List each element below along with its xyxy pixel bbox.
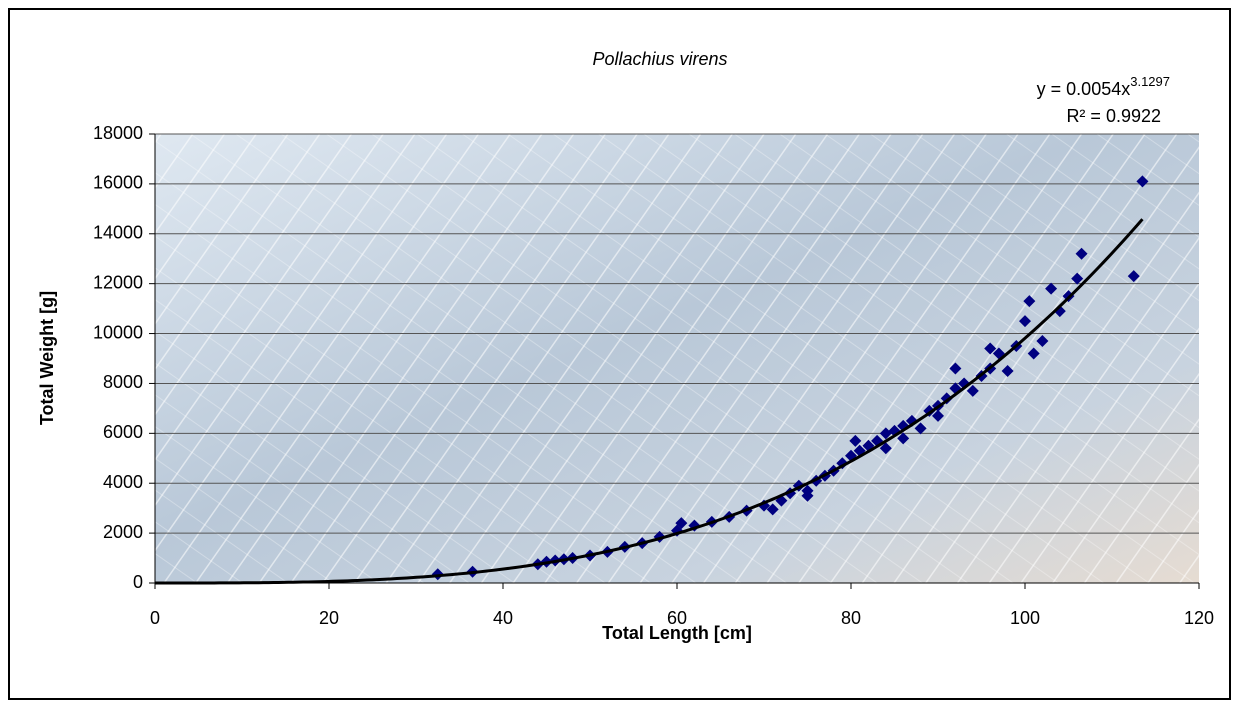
r-squared: R² = 0.9922 bbox=[1066, 106, 1161, 126]
y-tick-label: 0 bbox=[133, 572, 143, 592]
y-tick-label: 8000 bbox=[103, 372, 143, 392]
y-tick-label: 10000 bbox=[93, 322, 143, 342]
data-point bbox=[1027, 347, 1040, 360]
data-point bbox=[675, 517, 688, 530]
x-tick-label: 100 bbox=[1010, 608, 1040, 628]
y-tick-label: 16000 bbox=[93, 173, 143, 193]
data-point bbox=[801, 489, 814, 502]
data-point bbox=[966, 384, 979, 397]
plot-background bbox=[155, 134, 1199, 583]
data-point bbox=[914, 422, 927, 435]
trendline bbox=[155, 218, 1144, 585]
equation-exponent: 3.1297 bbox=[1130, 74, 1170, 89]
data-point bbox=[1045, 282, 1058, 295]
y-tick-label: 4000 bbox=[103, 472, 143, 492]
x-tick-label: 20 bbox=[319, 608, 339, 628]
y-axis-label: Total Weight [g] bbox=[37, 291, 57, 425]
x-tick-label: 120 bbox=[1184, 608, 1214, 628]
x-tick-label: 40 bbox=[493, 608, 513, 628]
equation: y = 0.0054x bbox=[1037, 79, 1131, 99]
data-point bbox=[984, 342, 997, 355]
y-tick-label: 12000 bbox=[93, 272, 143, 292]
data-point bbox=[1036, 335, 1049, 348]
data-point bbox=[949, 362, 962, 375]
plot-texture bbox=[155, 134, 1199, 583]
data-point bbox=[1136, 175, 1149, 188]
y-tick-label: 2000 bbox=[103, 522, 143, 542]
chart-title: Pollachius virens bbox=[592, 49, 727, 69]
x-axis-label: Total Length [cm] bbox=[602, 623, 752, 643]
data-point bbox=[1019, 315, 1031, 328]
y-tick-label: 18000 bbox=[93, 123, 143, 143]
x-tick-label: 0 bbox=[150, 608, 160, 628]
trendline-equation: y = 0.0054x3.1297 bbox=[1037, 74, 1170, 98]
data-point bbox=[1001, 364, 1014, 377]
x-tick-label: 60 bbox=[667, 608, 687, 628]
data-point bbox=[897, 432, 910, 445]
y-tick-label: 6000 bbox=[103, 422, 143, 442]
data-point bbox=[766, 503, 779, 516]
data-point bbox=[932, 409, 944, 422]
data-point bbox=[1023, 295, 1036, 308]
data-point bbox=[879, 427, 892, 440]
y-tick-label: 14000 bbox=[93, 223, 143, 243]
x-tick-label: 80 bbox=[841, 608, 861, 628]
data-point bbox=[1075, 247, 1088, 260]
data-point bbox=[1071, 272, 1084, 285]
data-point bbox=[1127, 270, 1140, 283]
data-point bbox=[849, 434, 862, 447]
data-point bbox=[879, 442, 892, 455]
